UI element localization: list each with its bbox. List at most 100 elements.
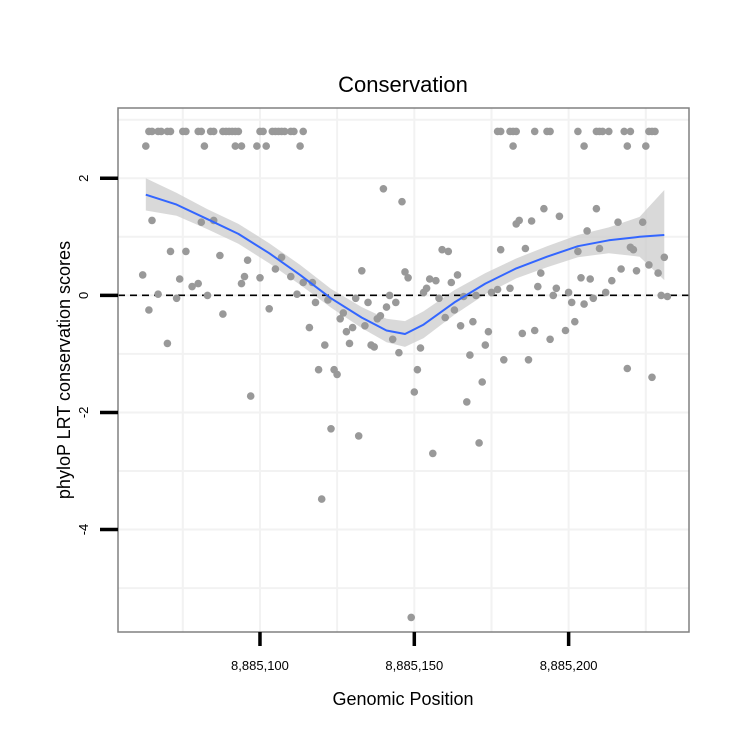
y-tick-label: -2 bbox=[76, 407, 91, 419]
data-point bbox=[194, 279, 202, 288]
y-axis-ticks: 2 0 -2 -4 bbox=[76, 175, 118, 536]
data-point bbox=[484, 327, 493, 336]
data-point bbox=[188, 282, 196, 291]
data-point bbox=[549, 291, 557, 300]
data-point bbox=[496, 245, 505, 254]
data-point bbox=[530, 326, 539, 335]
data-point bbox=[632, 267, 641, 275]
data-point bbox=[651, 127, 659, 136]
data-point bbox=[327, 425, 335, 433]
data-point bbox=[382, 303, 391, 311]
data-point bbox=[648, 373, 656, 382]
data-point bbox=[154, 290, 162, 299]
y-tick-label: 0 bbox=[76, 292, 91, 299]
data-point bbox=[583, 227, 591, 235]
data-point bbox=[500, 356, 508, 364]
data-point bbox=[197, 218, 206, 226]
data-point bbox=[601, 288, 610, 297]
data-point bbox=[321, 341, 329, 349]
data-point bbox=[240, 272, 249, 281]
data-point bbox=[614, 218, 622, 226]
data-point bbox=[280, 127, 289, 136]
data-point bbox=[203, 291, 212, 300]
data-point bbox=[416, 344, 425, 352]
data-point bbox=[385, 291, 394, 300]
data-point bbox=[567, 298, 576, 307]
data-point bbox=[617, 265, 625, 273]
data-point bbox=[456, 322, 465, 330]
data-point bbox=[605, 127, 613, 136]
data-point bbox=[509, 142, 517, 150]
data-point bbox=[521, 244, 530, 253]
data-point bbox=[148, 127, 156, 136]
data-points bbox=[138, 127, 672, 622]
data-point bbox=[351, 294, 360, 303]
data-point bbox=[231, 142, 240, 150]
x-tick-label: 8,885,200 bbox=[540, 658, 598, 673]
data-point bbox=[148, 216, 156, 225]
data-point bbox=[620, 127, 628, 136]
grid-lines bbox=[118, 108, 689, 632]
data-point bbox=[358, 267, 366, 275]
data-point bbox=[429, 449, 437, 458]
data-point bbox=[580, 142, 588, 150]
confidence-ribbon bbox=[145, 178, 665, 347]
y-tick-label: -4 bbox=[76, 524, 91, 536]
x-axis-ticks: 8,885,100 8,885,150 8,885,200 bbox=[231, 632, 598, 673]
data-point bbox=[435, 294, 443, 303]
data-point bbox=[348, 323, 357, 332]
data-point bbox=[506, 284, 514, 293]
data-point bbox=[395, 348, 403, 357]
data-point bbox=[450, 306, 459, 314]
data-point bbox=[518, 329, 527, 338]
data-point bbox=[425, 275, 434, 283]
data-point bbox=[339, 309, 348, 317]
y-tick-label: 2 bbox=[76, 175, 91, 182]
data-point bbox=[166, 127, 175, 136]
data-point bbox=[379, 185, 388, 193]
data-point bbox=[453, 271, 462, 279]
data-point bbox=[388, 335, 397, 344]
data-point bbox=[571, 317, 579, 326]
data-point bbox=[175, 275, 184, 283]
data-point bbox=[598, 127, 607, 136]
data-point bbox=[262, 142, 271, 150]
data-point bbox=[157, 127, 165, 136]
data-point bbox=[361, 322, 369, 330]
data-point bbox=[277, 253, 286, 262]
data-point bbox=[138, 271, 147, 279]
data-point bbox=[524, 356, 533, 364]
data-point bbox=[305, 323, 314, 332]
data-point bbox=[623, 142, 632, 150]
data-point bbox=[172, 294, 181, 303]
data-point bbox=[142, 142, 150, 150]
data-point bbox=[299, 127, 308, 136]
data-point bbox=[546, 127, 554, 136]
data-point bbox=[438, 245, 446, 254]
smooth-line bbox=[145, 193, 665, 335]
data-point bbox=[608, 276, 616, 285]
data-point bbox=[552, 284, 561, 293]
data-point bbox=[311, 298, 320, 307]
data-point bbox=[296, 142, 304, 150]
data-point bbox=[534, 282, 542, 291]
data-point bbox=[299, 278, 308, 287]
data-point bbox=[197, 127, 206, 136]
data-point bbox=[577, 274, 585, 282]
data-point bbox=[592, 204, 601, 213]
data-point bbox=[564, 288, 573, 297]
data-point bbox=[561, 326, 570, 335]
data-point bbox=[182, 247, 190, 256]
x-tick-label: 8,885,150 bbox=[385, 658, 443, 673]
data-point bbox=[629, 245, 638, 254]
data-point bbox=[376, 312, 385, 320]
data-point bbox=[404, 274, 412, 282]
data-point bbox=[345, 339, 354, 348]
data-point bbox=[475, 439, 483, 447]
data-point bbox=[216, 251, 224, 260]
data-point bbox=[447, 278, 456, 287]
data-point bbox=[237, 279, 246, 288]
data-point bbox=[469, 317, 477, 326]
data-point bbox=[398, 197, 406, 206]
data-point bbox=[265, 305, 274, 313]
